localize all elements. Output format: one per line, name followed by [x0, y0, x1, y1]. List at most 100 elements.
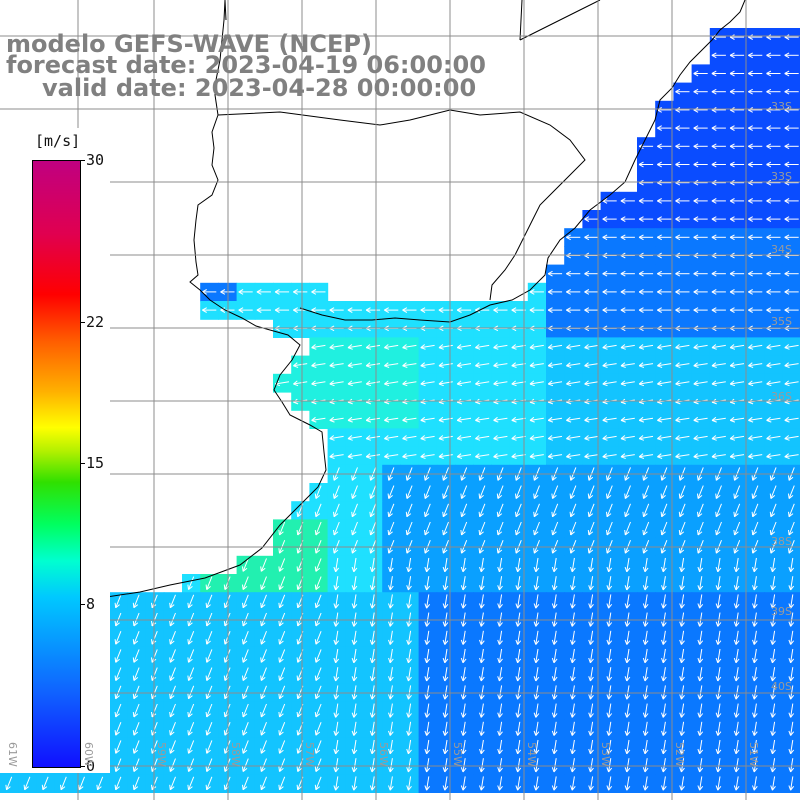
wind-vector-head [675, 307, 681, 311]
wind-vector-head [551, 493, 553, 499]
wind-vector-head [715, 767, 719, 773]
wind-vector-head [552, 495, 557, 499]
wind-vector-head [260, 639, 262, 645]
wind-vector [662, 776, 666, 791]
wind-vector-head [493, 344, 498, 348]
wind-vector-head [693, 365, 699, 368]
wind-vector [370, 521, 377, 536]
wind-vector-head [620, 435, 626, 439]
wind-vector-head [551, 566, 555, 572]
wind-vector-head [608, 603, 613, 609]
wind-vector-head [462, 713, 467, 718]
wind-vector-head [569, 493, 572, 499]
wind-vector-head [420, 438, 426, 441]
wind-vector-head [297, 768, 302, 772]
wind-vector-head [188, 731, 193, 736]
wind-vector-head [784, 70, 790, 74]
wind-vector-head [529, 347, 535, 350]
wind-vector-head [590, 676, 594, 682]
wind-vector-head [602, 456, 608, 459]
wind-vector-head [260, 567, 266, 572]
wind-vector [771, 557, 776, 572]
wind-vector-head [205, 711, 208, 718]
wind-vector-head [499, 749, 503, 755]
wind-vector-head [547, 362, 553, 367]
wind-vector-head [223, 639, 226, 645]
wind-vector [347, 381, 362, 385]
wind-vector-head [371, 713, 376, 718]
wind-vector-head [424, 549, 430, 554]
wind-vector [480, 758, 484, 773]
wind-vector-head [606, 493, 608, 499]
wind-vector [407, 703, 412, 718]
wind-vector [206, 685, 213, 699]
wind-vector-head [444, 785, 449, 791]
wind-vector-head [606, 531, 612, 536]
wind-vector-head [388, 657, 391, 663]
wind-vector-head [169, 640, 175, 645]
wind-vector [315, 521, 322, 536]
wind-vector-head [402, 416, 407, 421]
wind-vector-head [551, 748, 555, 754]
wind-vector-head [151, 730, 153, 736]
wind-vector [407, 648, 412, 663]
wind-vector [771, 685, 776, 700]
wind-vector-head [169, 711, 171, 718]
wind-vector [169, 649, 176, 663]
wind-vector-head [566, 416, 571, 421]
wind-vector-head [788, 730, 792, 736]
wind-vector-head [772, 676, 776, 682]
wind-vector-head [420, 344, 426, 348]
wind-vector-head [475, 327, 480, 332]
wind-vector-head [371, 640, 376, 645]
wind-vector-head [169, 786, 175, 791]
wind-vector [480, 594, 484, 609]
wind-vector-head [715, 529, 717, 536]
wind-vector [571, 776, 575, 791]
wind-vector [498, 557, 503, 572]
wind-vector-head [333, 548, 335, 554]
wind-vector-head [662, 749, 667, 755]
wind-vector-head [584, 218, 590, 222]
wind-vector-head [748, 438, 754, 441]
wind-vector-head [497, 585, 500, 591]
wind-vector-head [278, 620, 280, 627]
wind-vector-head [424, 548, 426, 554]
wind-vector-head [693, 453, 699, 458]
wind-vector-head [242, 586, 248, 590]
wind-vector [680, 594, 685, 609]
wind-vector-head [260, 693, 262, 699]
wind-vector-head [479, 531, 484, 536]
wind-vector-head [333, 730, 337, 736]
wind-vector-head [662, 694, 667, 700]
wind-vector-head [479, 603, 482, 609]
wind-vector-head [639, 419, 645, 423]
wind-vector [402, 454, 417, 458]
wind-vector-head [260, 731, 266, 736]
wind-vector-head [457, 347, 463, 350]
wind-vector [626, 685, 630, 700]
wind-vector-head [571, 603, 576, 609]
wind-vector-head [371, 749, 376, 755]
wind-vector-head [151, 639, 153, 645]
wind-vector-head [584, 419, 590, 423]
wind-vector-head [315, 622, 321, 627]
wind-vector-head [584, 289, 590, 293]
wind-vector-head [132, 748, 135, 754]
wind-vector-head [133, 695, 139, 700]
wind-vector [371, 758, 375, 773]
wind-vector [766, 381, 781, 385]
wind-vector-head [297, 549, 302, 554]
wind-vector [133, 703, 140, 718]
wind-vector-head [730, 419, 736, 423]
wind-vector-head [675, 309, 681, 313]
wind-vector [693, 417, 708, 421]
wind-vector [753, 685, 757, 700]
wind-vector-head [478, 511, 481, 517]
wind-vector [699, 630, 703, 645]
wind-vector-head [387, 493, 390, 499]
wind-vector-head [442, 566, 446, 572]
wind-vector-head [315, 768, 321, 772]
wind-vector-head [699, 785, 704, 791]
wind-vector-head [353, 731, 358, 736]
